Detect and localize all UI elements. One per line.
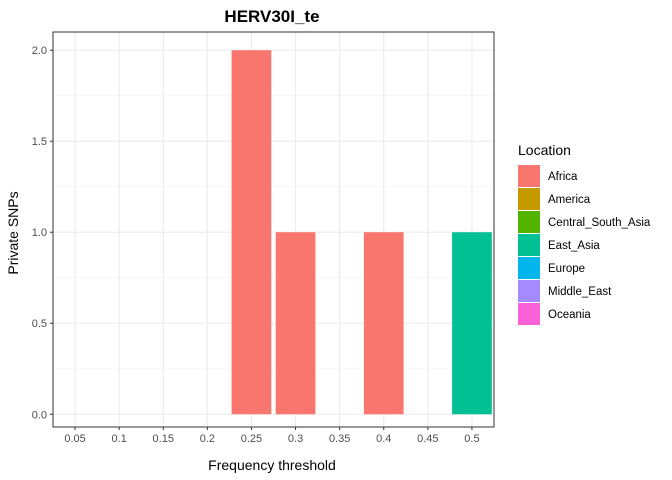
- y-tick-label: 1.0: [32, 227, 47, 239]
- x-tick-label: 0.35: [329, 433, 350, 445]
- legend: Location Africa America Central_South_Asia…: [518, 142, 651, 325]
- legend-label: Middle_East: [548, 286, 612, 298]
- x-tick-label: 0.2: [200, 433, 215, 445]
- legend-label: Africa: [548, 171, 578, 183]
- x-tick-label: 0.25: [241, 433, 262, 445]
- bar-africa-0.3: [275, 232, 316, 415]
- panel-border: [52, 31, 495, 428]
- legend-label: Oceania: [548, 309, 591, 321]
- x-tick-label: 0.05: [64, 433, 85, 445]
- legend-key-africa: [518, 165, 540, 187]
- x-tick-label: 0.45: [417, 433, 438, 445]
- bar-east-asia-0.5: [452, 232, 492, 415]
- bar-africa-0.4: [363, 232, 404, 415]
- x-axis-title: Frequency threshold: [208, 457, 336, 473]
- chart-title: HERV30I_te: [224, 7, 319, 26]
- y-axis-title: Private SNPs: [5, 191, 21, 274]
- panel-background: [53, 32, 494, 427]
- y-tick-label: 2.0: [32, 45, 47, 57]
- x-tick-label: 0.1: [112, 433, 127, 445]
- y-tick-label: 0.5: [32, 318, 47, 330]
- legend-key-america: [518, 188, 540, 210]
- legend-label: America: [548, 194, 591, 206]
- legend-key-east-asia: [518, 234, 540, 256]
- legend-label: East_Asia: [548, 240, 600, 252]
- y-tick-label: 0.0: [32, 409, 47, 421]
- legend-label: Central_South_Asia: [548, 217, 651, 229]
- x-tick-label: 0.5: [464, 433, 479, 445]
- legend-key-middle-east: [518, 280, 540, 302]
- bar-africa-0.25: [231, 50, 272, 415]
- legend-key-oceania: [518, 303, 540, 325]
- legend-key-central-south-asia: [518, 211, 540, 233]
- x-tick-label: 0.15: [153, 433, 174, 445]
- legend-title: Location: [518, 142, 571, 158]
- plot-panel: 0.05 0.1 0.15 0.2 0.25 0.3 0.35 0.4 0.45 0.5 0.0 0.…: [32, 31, 495, 445]
- y-tick-label: 1.5: [32, 136, 47, 148]
- legend-label: Europe: [548, 263, 585, 275]
- x-tick-label: 0.3: [288, 433, 303, 445]
- x-tick-label: 0.4: [376, 433, 391, 445]
- legend-key-europe: [518, 257, 540, 279]
